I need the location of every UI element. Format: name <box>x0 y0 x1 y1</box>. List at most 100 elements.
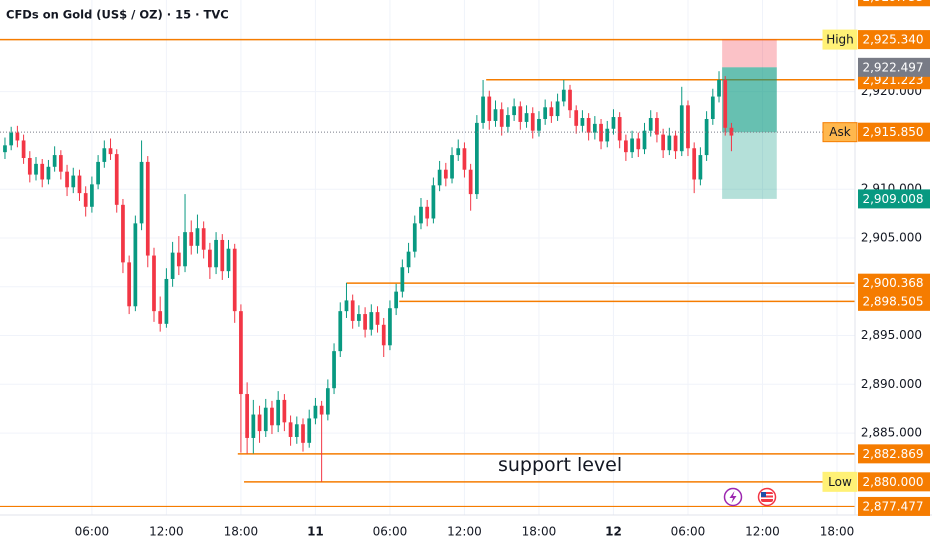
marker-name: Ask <box>829 125 850 139</box>
candle-body <box>388 308 392 346</box>
candle-body <box>139 161 144 224</box>
candle-body <box>46 166 51 180</box>
candle-body <box>40 163 45 180</box>
candle-body <box>381 324 386 346</box>
level-label-bg <box>858 30 930 50</box>
flag-stripe <box>761 494 773 496</box>
candle-body <box>568 89 572 111</box>
level-label: 2,880.000 <box>862 475 923 489</box>
candle-body <box>524 113 529 122</box>
candle-body <box>350 300 355 321</box>
marker-name-bg <box>822 29 858 50</box>
level-label: 2,900.368 <box>862 276 923 290</box>
candle-body <box>319 405 324 415</box>
candle-body <box>493 109 498 121</box>
candle-body <box>164 278 169 324</box>
candle-body <box>170 252 175 279</box>
x-tick-label: 12:00 <box>149 525 184 539</box>
candle-body <box>288 422 293 437</box>
y-tick-label: 2,890.000 <box>861 377 922 391</box>
target-label-bg <box>858 189 930 209</box>
candle-body <box>506 115 510 127</box>
candle-body <box>400 267 405 292</box>
candle-body <box>468 169 473 195</box>
candle-body <box>257 414 262 432</box>
candle-body <box>71 175 76 188</box>
candle-body <box>605 128 610 142</box>
event-icons[interactable] <box>723 487 777 507</box>
candle-body <box>723 79 728 128</box>
candle-body <box>3 145 7 153</box>
x-tick-label: 18:00 <box>522 525 557 539</box>
stop-zone <box>722 39 777 68</box>
y-tick-label: 2,895.000 <box>861 328 922 342</box>
candle-body <box>630 138 634 153</box>
candle-body <box>475 122 479 195</box>
candle-body <box>195 228 200 246</box>
candle-body <box>276 399 281 426</box>
candle-body <box>83 193 88 207</box>
candle-body <box>158 311 163 324</box>
candle-body <box>27 158 32 175</box>
candle-body <box>686 105 690 149</box>
candle-body <box>667 135 672 151</box>
candle-body <box>77 175 82 194</box>
candle-body <box>344 300 349 312</box>
candle-body <box>592 123 597 133</box>
candle-body <box>363 314 367 330</box>
candle-body <box>232 248 237 312</box>
candle-body <box>176 252 181 267</box>
candle-body <box>208 249 212 268</box>
level-label-bg <box>858 444 930 464</box>
candle-body <box>512 106 516 116</box>
flag-stripe <box>761 497 773 499</box>
ask-label-bg <box>858 122 930 142</box>
x-tick-label: 12:00 <box>745 525 780 539</box>
y-tick-label: 2,885.000 <box>861 426 922 440</box>
candle-body <box>673 135 678 152</box>
candle-body <box>655 118 659 135</box>
x-tick-label: 12:00 <box>447 525 482 539</box>
candle-body <box>15 132 20 141</box>
levels <box>0 38 855 508</box>
candle-body <box>332 351 336 389</box>
candle-body <box>717 79 721 97</box>
x-tick-label: 06:00 <box>75 525 110 539</box>
candle-body <box>9 132 14 146</box>
candle-body <box>518 106 523 122</box>
candle-body <box>642 130 647 150</box>
marker-name: High <box>826 33 854 47</box>
candle-body <box>574 110 579 126</box>
candle-body <box>34 163 38 175</box>
candle-body <box>183 232 187 267</box>
candle-body <box>580 118 585 126</box>
candle-body <box>624 140 628 153</box>
target-label: 2,909.008 <box>862 192 923 206</box>
level-label-bg <box>858 0 930 7</box>
candle-body <box>425 206 430 219</box>
candle-body <box>127 262 132 307</box>
candle-body <box>710 96 715 119</box>
candle-body <box>555 101 560 117</box>
candle-body <box>549 107 554 117</box>
candle-body <box>251 414 256 438</box>
candle-body <box>220 239 225 272</box>
candle-body <box>21 140 26 159</box>
level-label: 2,898.505 <box>862 294 923 308</box>
x-tick-label: 18:00 <box>224 525 259 539</box>
candle-body <box>394 291 399 309</box>
candle-body <box>301 424 305 443</box>
flag-canton <box>761 492 766 497</box>
position-tool[interactable] <box>722 39 777 199</box>
level-label: 2,882.869 <box>862 447 923 461</box>
candle-body <box>325 388 330 415</box>
x-tick-label: 06:00 <box>373 525 408 539</box>
candle-body <box>692 148 697 180</box>
candle-body <box>338 311 343 352</box>
candle-body <box>245 394 249 438</box>
chart-title: CFDs on Gold (US$ / OZ) · 15 · TVC <box>6 8 229 22</box>
candle-body <box>226 248 231 272</box>
level-label: 2,877.477 <box>862 499 923 513</box>
candle-body <box>431 185 436 219</box>
